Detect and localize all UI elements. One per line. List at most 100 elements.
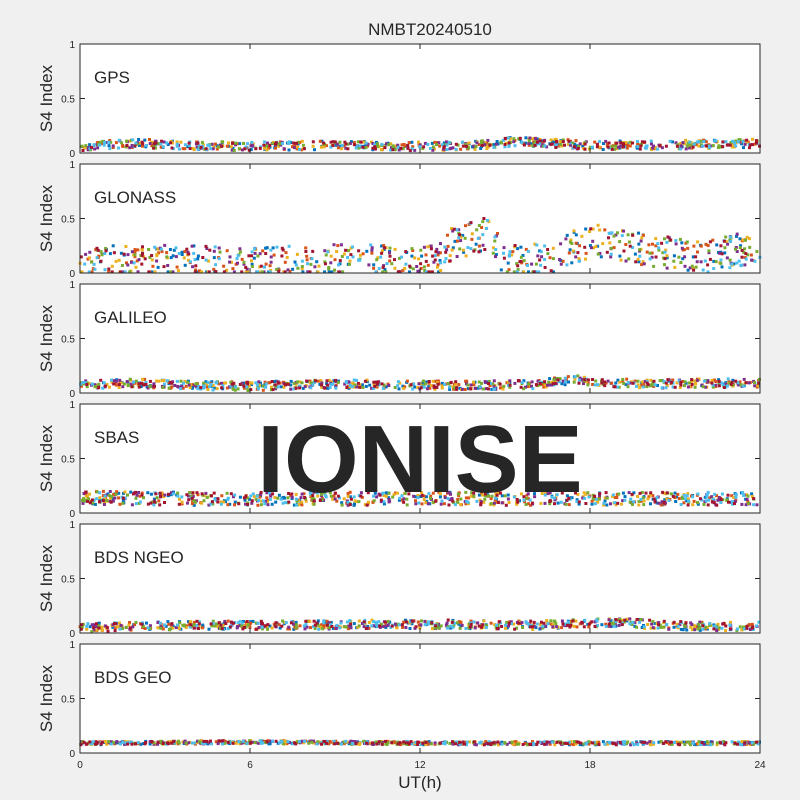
data-point [724, 240, 728, 244]
data-point [616, 378, 620, 382]
data-point [258, 383, 262, 387]
data-point [176, 384, 180, 388]
data-point [602, 503, 606, 507]
data-point [526, 622, 530, 626]
data-point [340, 255, 344, 258]
data-point [577, 257, 581, 261]
data-point [553, 496, 557, 500]
data-point [682, 248, 686, 252]
data-point [238, 247, 242, 251]
data-point [582, 382, 585, 386]
data-point [595, 618, 599, 622]
data-point [722, 740, 726, 744]
data-point [574, 491, 577, 495]
data-point [110, 270, 114, 274]
data-point [402, 500, 406, 504]
data-point [151, 264, 155, 268]
data-point [133, 253, 137, 257]
data-point [572, 145, 576, 149]
data-point [332, 243, 336, 247]
data-point [188, 386, 192, 390]
data-point [620, 502, 623, 506]
axes-background [80, 284, 760, 393]
data-point [715, 494, 718, 498]
data-point [610, 147, 614, 151]
data-point [365, 249, 369, 253]
data-point [546, 248, 550, 251]
data-point [432, 260, 436, 264]
data-point [618, 240, 622, 244]
data-point [577, 145, 581, 148]
data-point [372, 266, 376, 270]
data-point [287, 140, 291, 144]
data-point [458, 626, 462, 630]
data-point [628, 140, 632, 144]
data-point [377, 740, 381, 744]
data-point [481, 623, 485, 627]
data-point [220, 144, 224, 148]
data-point [386, 619, 390, 623]
data-point [123, 270, 127, 274]
data-point [594, 245, 598, 249]
data-point [378, 493, 382, 497]
data-point [496, 501, 500, 504]
data-point [402, 387, 406, 390]
data-point [637, 503, 641, 507]
data-point [427, 740, 431, 744]
data-point [694, 143, 698, 147]
data-point [244, 502, 247, 506]
data-point [250, 140, 254, 144]
data-point [685, 240, 689, 244]
data-point [328, 626, 332, 630]
data-point [371, 146, 375, 150]
data-point [755, 740, 759, 744]
data-point [148, 385, 152, 389]
data-point [341, 270, 345, 274]
data-point [439, 624, 443, 628]
data-point [119, 381, 123, 385]
data-point [710, 500, 714, 504]
data-point [305, 258, 309, 262]
data-point [302, 147, 306, 151]
data-point [549, 619, 553, 623]
data-point [515, 498, 519, 501]
data-point [169, 256, 173, 260]
data-point [371, 142, 375, 145]
data-point [156, 621, 160, 624]
data-point [437, 141, 441, 145]
data-point [680, 246, 684, 250]
data-point [357, 258, 360, 262]
data-point [450, 248, 454, 252]
data-point [143, 377, 147, 381]
data-point [136, 141, 140, 145]
data-point [686, 141, 690, 145]
data-point [456, 497, 460, 501]
data-point [555, 740, 559, 744]
data-point [156, 142, 160, 146]
data-point [277, 493, 281, 497]
data-point [704, 625, 708, 629]
data-point [565, 263, 569, 267]
data-point [364, 141, 368, 145]
data-point [263, 380, 267, 384]
data-point [750, 626, 754, 630]
data-point [320, 385, 324, 389]
data-point [105, 626, 109, 630]
data-point [465, 743, 468, 747]
data-point [495, 623, 498, 627]
data-point [284, 251, 288, 255]
data-point [488, 382, 492, 385]
data-point [140, 493, 144, 497]
data-point [650, 142, 653, 146]
data-point [247, 384, 251, 388]
data-point [456, 143, 460, 147]
data-point [150, 270, 154, 274]
data-point [397, 148, 401, 152]
data-point [359, 253, 362, 257]
data-point [264, 382, 268, 386]
data-point [111, 499, 115, 503]
data-point [743, 142, 747, 146]
data-point [381, 265, 385, 269]
data-point [390, 624, 394, 628]
data-point [745, 140, 749, 144]
